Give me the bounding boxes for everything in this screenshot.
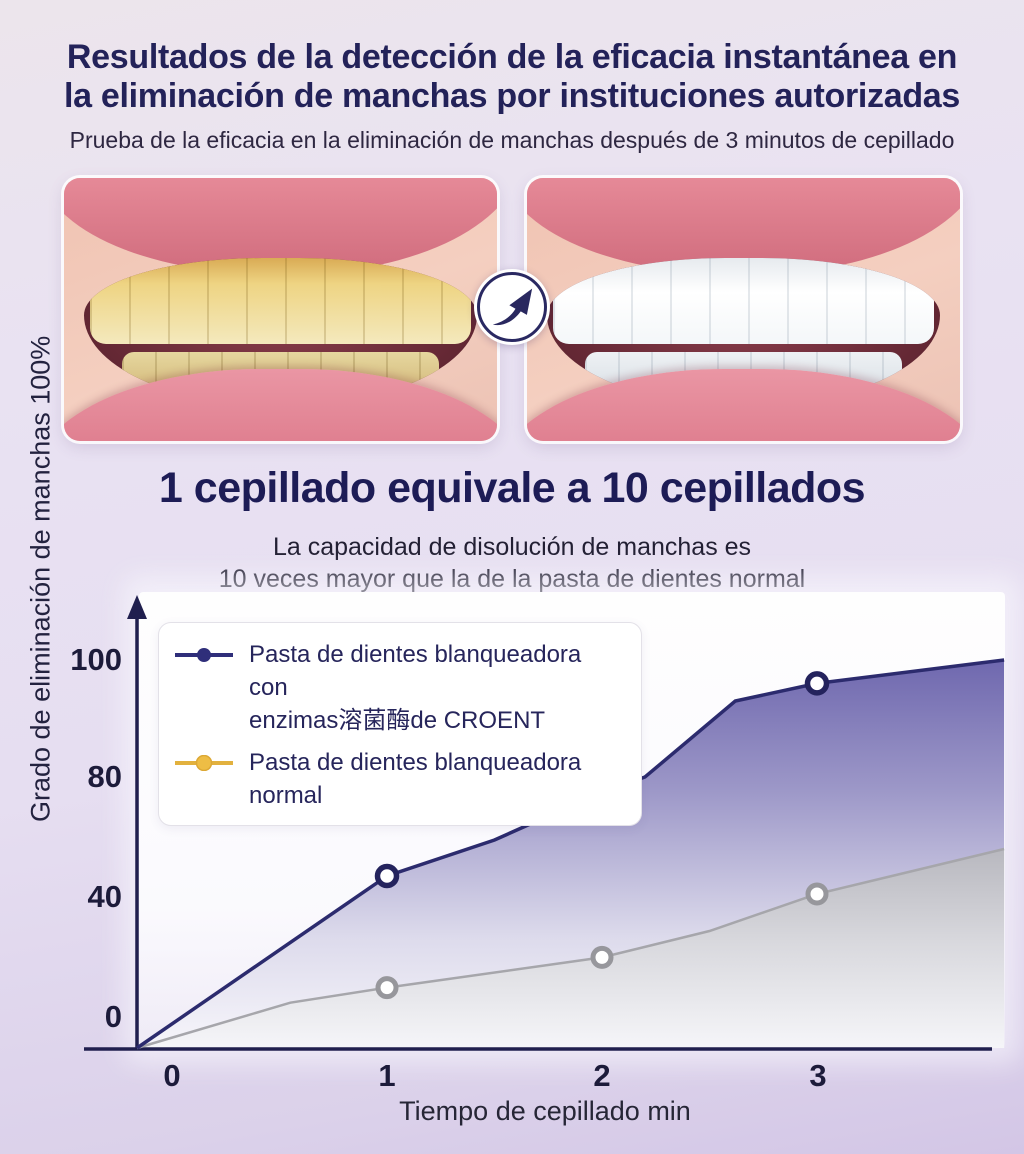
legend-label-croent: Pasta de dientes blanqueadora con enzima… bbox=[249, 641, 582, 734]
curved-up-right-arrow-icon bbox=[492, 288, 533, 326]
normal-data-point-min-1 bbox=[375, 976, 399, 1000]
normal-data-point-min-2 bbox=[590, 945, 614, 969]
x-tick-3: 3 bbox=[809, 1058, 827, 1093]
x-tick-1: 1 bbox=[378, 1058, 396, 1093]
croent-series-marker-icon bbox=[175, 648, 233, 662]
before-after-arrow-badge bbox=[474, 269, 550, 345]
claim-line-2: 10 veces mayor que la de la pasta de die… bbox=[218, 565, 806, 593]
y-tick-80: 80 bbox=[87, 759, 122, 794]
legend-item-croent: Pasta de dientes blanqueadora con enzima… bbox=[173, 638, 623, 737]
title-line-2: la eliminación de manchas por institucio… bbox=[63, 77, 961, 115]
before-photo bbox=[64, 178, 497, 441]
x-axis-title: Tiempo de cepillado min bbox=[399, 1096, 691, 1126]
legend-label-normal: Pasta de dientes blanqueadora normal bbox=[249, 749, 582, 809]
claim-heading: 1 cepillado equivale a 10 cepillados bbox=[158, 464, 866, 512]
y-tick-100: 100 bbox=[70, 642, 122, 677]
white-teeth bbox=[553, 258, 934, 344]
normal-series-marker-icon bbox=[175, 755, 233, 771]
y-tick-40: 40 bbox=[87, 879, 122, 914]
croent-data-point-min-3 bbox=[804, 671, 830, 696]
title-line-1: Resultados de la detección de la eficaci… bbox=[66, 38, 958, 76]
legend-item-normal: Pasta de dientes blanqueadora normal bbox=[173, 746, 623, 812]
y-axis-arrowhead bbox=[127, 595, 147, 619]
stained-teeth bbox=[90, 258, 471, 344]
chart-legend: Pasta de dientes blanqueadora con enzima… bbox=[158, 622, 642, 826]
after-photo bbox=[527, 178, 960, 441]
claim-line-1: La capacidad de disolución de manchas es bbox=[272, 533, 752, 561]
normal-data-point-min-3 bbox=[805, 882, 829, 906]
page-title: Resultados de la detección de la eficaci… bbox=[0, 38, 1024, 116]
x-tick-2: 2 bbox=[593, 1058, 611, 1093]
croent-data-point-min-1 bbox=[374, 863, 400, 889]
normal-area bbox=[137, 849, 1005, 1048]
x-tick-0: 0 bbox=[163, 1058, 181, 1093]
y-tick-0: 0 bbox=[104, 999, 122, 1034]
page-subtitle: Prueba de la eficacia en la eliminación … bbox=[69, 127, 955, 153]
